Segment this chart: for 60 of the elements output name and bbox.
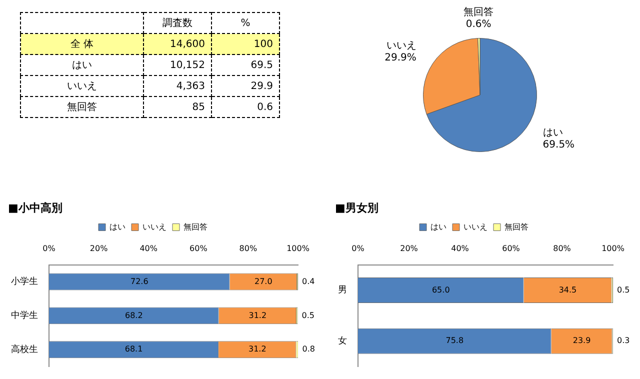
data-label: 29.9 xyxy=(212,76,280,96)
data-label: 31.2 xyxy=(248,344,266,354)
legend-label: いいえ xyxy=(464,222,488,232)
data-label: 34.5 xyxy=(558,285,577,294)
data-label: 65.0 xyxy=(432,285,450,294)
data-label: 100 xyxy=(212,34,280,54)
slice-label: はい xyxy=(542,128,563,139)
data-label: 14,600 xyxy=(144,34,212,54)
x-tick-label: 100% xyxy=(602,244,625,254)
data-label: 0.6% xyxy=(466,18,492,30)
x-tick-label: 60% xyxy=(502,244,520,254)
data-label: 0.5 xyxy=(617,285,630,294)
legend-label: はい xyxy=(110,222,126,232)
x-tick-label: 40% xyxy=(451,244,470,254)
y-tick-label: 小学生 xyxy=(11,276,38,288)
data-label: 23.9 xyxy=(572,336,591,346)
data-label: 68.1 xyxy=(124,344,143,354)
x-tick-label: 80% xyxy=(239,244,258,254)
legend-label: 無回答 xyxy=(184,222,208,232)
data-label: 0.3 xyxy=(617,336,630,346)
category-label: 全 体 xyxy=(20,34,144,54)
x-tick-label: 60% xyxy=(190,244,208,254)
category-label: 無回答 xyxy=(20,96,144,118)
x-tick-label: 100% xyxy=(286,244,310,254)
data-label: 85 xyxy=(144,96,212,118)
y-tick-label: 中学生 xyxy=(11,310,38,322)
data-label: 0.5 xyxy=(302,310,314,320)
data-label: 69.5% xyxy=(542,140,575,151)
series-label: 調査数 xyxy=(144,12,212,34)
y-tick-label: 男 xyxy=(338,284,347,296)
data-label: 0.6 xyxy=(212,96,280,118)
legend-label: いいえ xyxy=(142,222,166,232)
chart-title: ■小中高別 xyxy=(8,201,62,214)
data-label: 27.0 xyxy=(254,276,272,286)
legend-label: はい xyxy=(430,222,446,232)
legend-label: 無回答 xyxy=(504,222,528,232)
x-tick-label: 20% xyxy=(400,244,418,254)
category-label: いいえ xyxy=(20,76,144,96)
chart-title: ■男女別 xyxy=(335,201,378,214)
data-label: 75.8 xyxy=(446,336,464,346)
data-label: 0.4 xyxy=(302,276,315,286)
x-tick-label: 0% xyxy=(352,244,365,254)
data-label: 69.5 xyxy=(212,54,280,76)
category-label: はい xyxy=(20,54,144,76)
data-label: 29.9% xyxy=(384,52,416,64)
data-label: 68.2 xyxy=(125,310,143,320)
x-tick-label: 80% xyxy=(553,244,572,254)
text: % xyxy=(212,12,280,34)
data-label: 4,363 xyxy=(144,76,212,96)
x-tick-label: 20% xyxy=(90,244,108,254)
x-tick-label: 0% xyxy=(42,244,56,254)
data-label: 72.6 xyxy=(130,276,148,286)
slice-label: 無回答 xyxy=(464,6,494,18)
x-tick-label: 40% xyxy=(140,244,158,254)
slice-label: いいえ xyxy=(386,40,416,52)
data-label: 0.8 xyxy=(302,344,315,354)
data-label: 31.2 xyxy=(248,310,267,320)
y-tick-label: 高校生 xyxy=(11,344,38,355)
y-tick-label: 女 xyxy=(338,335,347,346)
data-label: 10,152 xyxy=(144,54,212,76)
